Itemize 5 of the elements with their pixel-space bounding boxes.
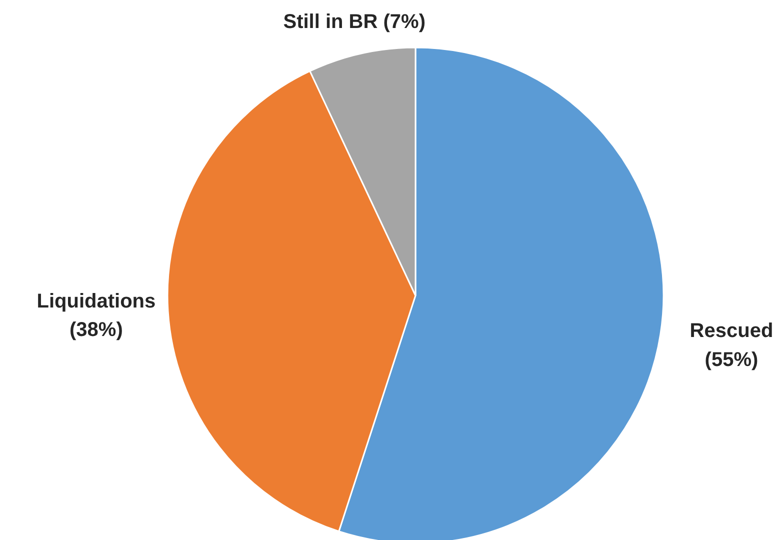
slice-label: Rescued xyxy=(690,320,774,342)
slice-label: Liquidations xyxy=(36,290,156,312)
data-label: (55%) xyxy=(704,348,758,371)
slice-label: Still in BR (7%) xyxy=(283,11,426,34)
data-label: (38%) xyxy=(70,318,123,341)
